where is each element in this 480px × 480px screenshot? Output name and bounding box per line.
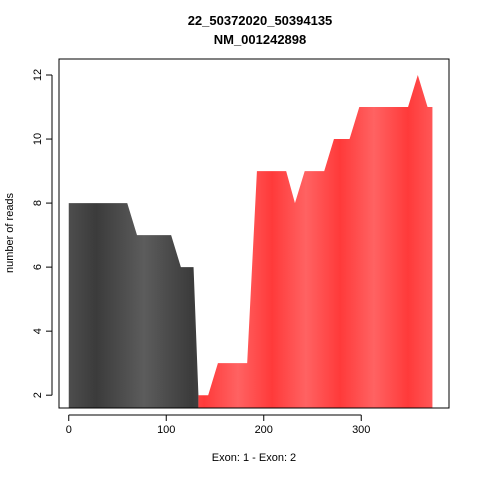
plot-frame	[58, 58, 450, 409]
x-tick-label: 100	[157, 424, 175, 436]
x-tick-label: 200	[255, 424, 273, 436]
x-axis-label: Exon: 1 - Exon: 2	[212, 452, 296, 464]
x-axis: 0 100 200 300	[66, 414, 370, 436]
y-axis-label: number of reads	[4, 192, 16, 273]
y-tick-label: 4	[32, 328, 44, 334]
y-tick-label: 2	[32, 392, 44, 398]
chart-title: 22_50372020_50394135	[188, 13, 333, 28]
area-series-1	[68, 203, 199, 408]
y-tick-label: 12	[32, 69, 44, 81]
series-layer	[68, 75, 433, 409]
chart-subtitle: NM_001242898	[214, 32, 307, 47]
y-axis: 2 4 6 8 10 12	[32, 69, 53, 398]
y-tick-label: 6	[32, 264, 44, 270]
area-series-2	[198, 75, 433, 409]
x-tick-label: 0	[66, 424, 72, 436]
y-tick-label: 8	[32, 200, 44, 206]
y-tick-label: 10	[32, 133, 44, 145]
x-tick-label: 300	[352, 424, 370, 436]
